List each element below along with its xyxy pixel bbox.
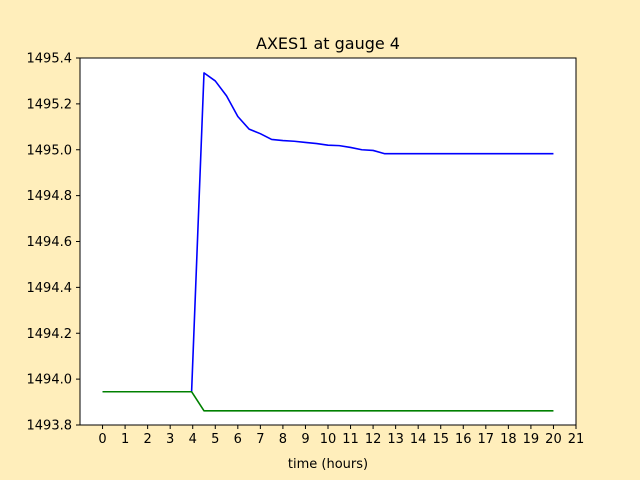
y-tick-label: 1494.6 [27,235,73,250]
x-tick-label: 4 [189,432,197,447]
y-tick-label: 1494.2 [27,327,73,342]
x-tick-label: 6 [234,432,242,447]
y-tick-label: 1495.0 [27,143,73,158]
x-tick-label: 3 [166,432,174,447]
x-tick-label: 9 [301,432,309,447]
y-tick-label: 1494.8 [27,189,73,204]
x-tick-label: 15 [432,432,449,447]
x-tick-label: 12 [365,432,382,447]
x-tick-label: 0 [98,432,106,447]
x-tick-label: 19 [523,432,540,447]
x-tick-label: 8 [279,432,287,447]
y-tick-label: 1494.0 [27,373,73,388]
y-axis-ticks: 1493.8 1494.0 1494.2 1494.4 1494.6 1494.8 1495… [27,52,80,434]
x-axis-label: time (hours) [288,457,368,472]
y-tick-label: 1495.2 [27,97,73,112]
x-tick-label: 21 [568,432,585,447]
x-tick-label: 10 [320,432,337,447]
x-axis-ticks: 0 1 2 3 4 5 6 7 8 9 10 11 12 13 14 15 16 17 18 19 20 21 [98,425,584,447]
x-tick-label: 5 [211,432,219,447]
plot-area [80,58,576,425]
y-tick-label: 1495.4 [27,52,73,67]
x-tick-label: 7 [256,432,264,447]
x-tick-label: 2 [143,432,151,447]
x-tick-label: 11 [342,432,359,447]
x-tick-label: 13 [387,432,404,447]
x-tick-label: 18 [500,432,517,447]
chart-title: AXES1 at gauge 4 [256,34,400,53]
x-tick-label: 17 [478,432,495,447]
x-tick-label: 14 [410,432,427,447]
series-line-1 [102,72,554,393]
series-line-2 [102,390,554,412]
x-tick-label: 1 [121,432,129,447]
series-layer [102,72,554,412]
y-tick-label: 1493.8 [27,419,73,434]
x-tick-label: 20 [545,432,562,447]
x-tick-label: 16 [455,432,472,447]
plot-frame [79,57,577,426]
y-tick-label: 1494.4 [27,281,73,296]
